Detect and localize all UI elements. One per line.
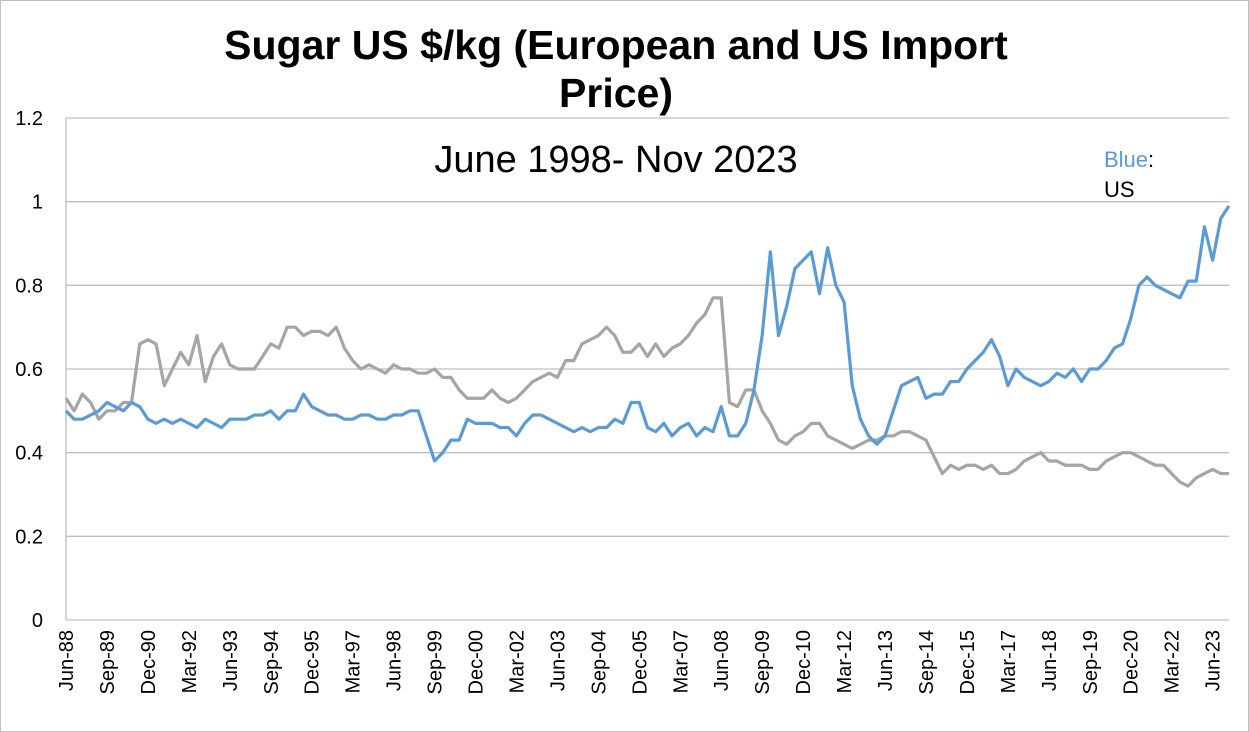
y-tick-label: 0.6	[15, 359, 43, 381]
y-tick-label: 0.2	[15, 526, 43, 548]
legend: Blue: US	[1104, 145, 1204, 205]
x-tick-label: Mar-97	[343, 630, 365, 693]
x-tick-label: Mar-92	[179, 630, 201, 693]
x-tick-label: Sep-89	[97, 630, 119, 695]
y-tick-label: 1	[32, 192, 43, 214]
series-line	[64, 204, 1231, 463]
x-tick-label: Mar-07	[670, 630, 692, 693]
x-tick-label: Jun-23	[1203, 630, 1225, 691]
x-tick-label: Dec-10	[793, 630, 815, 694]
x-tick-label: Mar-17	[998, 630, 1020, 693]
x-tick-label: Mar-22	[1162, 630, 1184, 693]
x-tick-label: Jun-03	[547, 630, 569, 691]
x-tick-label: Jun-18	[1039, 630, 1061, 691]
x-tick-label: Mar-12	[834, 630, 856, 693]
y-tick-label: 0	[32, 610, 43, 632]
y-tick-label: 0.8	[15, 275, 43, 297]
x-tick-label: Mar-02	[506, 630, 528, 693]
chart-title: Sugar US $/kg (European and US Import Pr…	[224, 22, 1008, 116]
x-tick-label: Jun-98	[384, 630, 406, 691]
x-tick-label: Dec-95	[302, 630, 324, 694]
x-tick-label: Sep-14	[916, 630, 938, 695]
legend-entry: US	[1104, 177, 1135, 202]
x-tick-label: Dec-15	[957, 630, 979, 694]
y-tick-label: 0.4	[15, 443, 43, 465]
x-tick-label: Dec-00	[466, 630, 488, 694]
x-tick-label: Sep-04	[588, 630, 610, 695]
x-tick-label: Dec-20	[1121, 630, 1143, 694]
y-tick-label: 1.2	[15, 108, 43, 130]
x-tick-label: Jun-08	[711, 630, 733, 691]
legend-color-word: Blue	[1104, 147, 1149, 172]
legend-separator: :	[1148, 147, 1155, 172]
chart-subtitle: June 1998- Nov 2023	[434, 139, 798, 181]
x-tick-label: Dec-90	[138, 630, 160, 694]
series-line	[64, 296, 1229, 488]
x-tick-label: Jun-93	[220, 630, 242, 691]
x-tick-label: Jun-13	[875, 630, 897, 691]
x-tick-label: Sep-09	[752, 630, 774, 695]
x-tick-label: Sep-99	[425, 630, 447, 695]
x-tick-label: Jun-88	[56, 630, 78, 691]
x-tick-label: Sep-19	[1080, 630, 1102, 695]
x-tick-label: Dec-05	[629, 630, 651, 694]
x-tick-label: Sep-94	[261, 630, 283, 695]
